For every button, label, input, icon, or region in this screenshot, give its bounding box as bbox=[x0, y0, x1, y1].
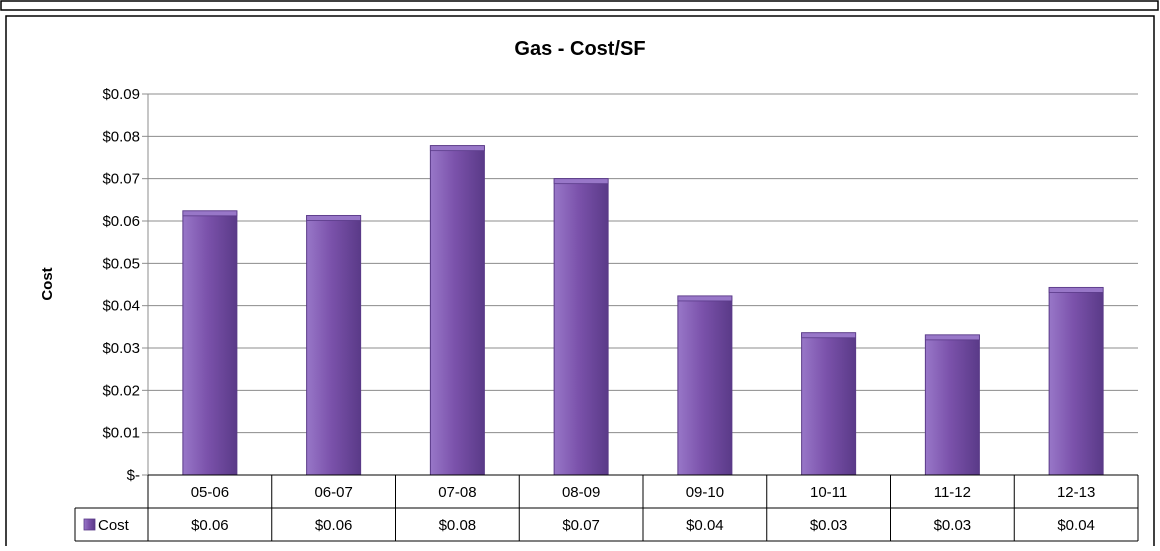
bar bbox=[182, 210, 238, 476]
bar-cap bbox=[1048, 287, 1104, 293]
data-table-cell: $0.08 bbox=[439, 517, 477, 534]
x-category-label: 09-10 bbox=[686, 484, 724, 501]
bars bbox=[182, 145, 1104, 476]
y-tick-label: $0.02 bbox=[102, 382, 140, 399]
data-table-cell: $0.07 bbox=[562, 517, 600, 534]
x-category-label: 07-08 bbox=[438, 484, 476, 501]
bar-cap bbox=[677, 295, 733, 302]
data-table-cell: $0.06 bbox=[191, 517, 229, 534]
bar bbox=[924, 334, 980, 476]
x-category-label: 12-13 bbox=[1057, 484, 1095, 501]
data-table-cell: $0.04 bbox=[686, 517, 724, 534]
y-tick-label: $0.01 bbox=[102, 425, 140, 442]
data-table-cell: $0.04 bbox=[1057, 517, 1095, 534]
legend-label: Cost bbox=[98, 517, 130, 534]
bar-cap bbox=[553, 178, 609, 185]
bar bbox=[553, 178, 609, 476]
top-frame-strip bbox=[0, 0, 1159, 11]
bar bbox=[801, 332, 857, 476]
bar bbox=[429, 145, 485, 476]
y-tick-label: $0.09 bbox=[102, 86, 140, 103]
bar-cap bbox=[182, 210, 238, 217]
bar bbox=[677, 295, 733, 476]
data-table-cell: $0.06 bbox=[315, 517, 353, 534]
x-category-label: 05-06 bbox=[191, 484, 229, 501]
y-axis-ticks: $- $0.01 $0.02 $0.03 $0.04 $0.05 $0.06 $0.07 $0.… bbox=[102, 86, 149, 484]
legend-swatch bbox=[83, 518, 96, 531]
y-tick-label: $0.06 bbox=[102, 213, 140, 230]
x-category-label: 08-09 bbox=[562, 484, 600, 501]
bar-cap bbox=[429, 145, 485, 152]
y-tick-label: $0.08 bbox=[102, 128, 140, 145]
y-tick-label: $0.05 bbox=[102, 255, 140, 272]
data-table: 05-06 $0.06 06-07 $0.06 07-08 $0.08 08-09 $0.07… bbox=[74, 474, 1139, 542]
bar bbox=[306, 214, 362, 476]
bar bbox=[1048, 286, 1104, 476]
x-category-label: 11-12 bbox=[934, 484, 971, 501]
y-axis-title: Cost bbox=[39, 267, 56, 300]
y-tick-label: $- bbox=[127, 467, 140, 484]
data-table-cell: $0.03 bbox=[810, 517, 848, 534]
bar-cap bbox=[924, 334, 980, 341]
chart-title: Gas - Cost/SF bbox=[514, 38, 645, 60]
data-table-cell: $0.03 bbox=[934, 517, 972, 534]
bar-cap bbox=[801, 332, 857, 339]
bar-cap bbox=[306, 215, 362, 221]
y-tick-label: $0.03 bbox=[102, 340, 140, 357]
x-category-label: 06-07 bbox=[314, 484, 352, 501]
y-tick-label: $0.07 bbox=[102, 171, 140, 188]
y-tick-label: $0.04 bbox=[102, 298, 140, 315]
x-category-label: 10-11 bbox=[810, 484, 847, 501]
